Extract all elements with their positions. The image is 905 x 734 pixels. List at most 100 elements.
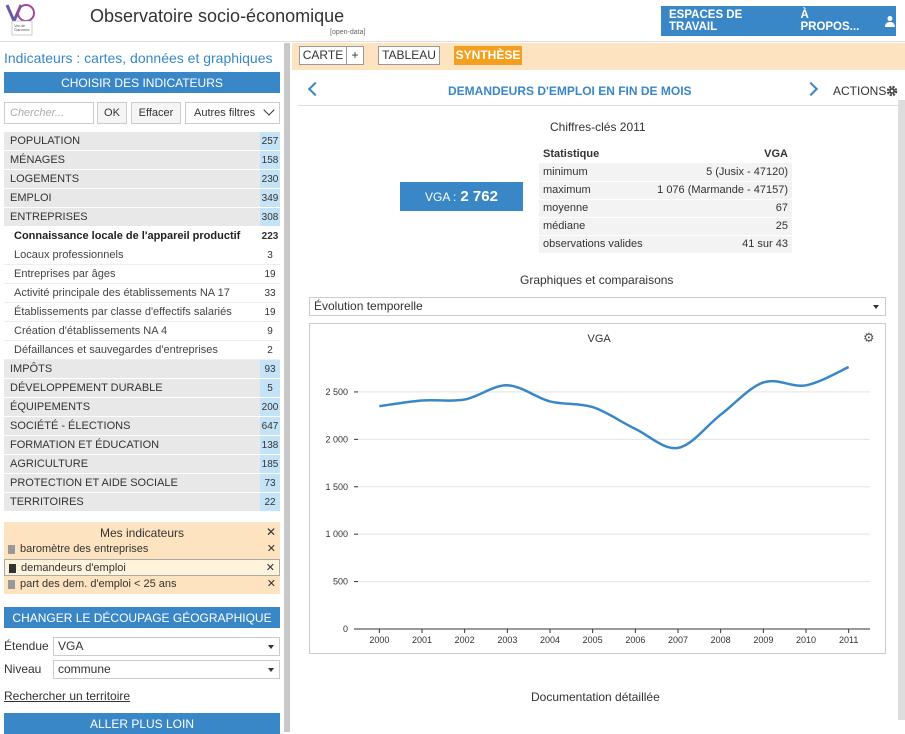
tab-table[interactable]: TABLEAU [378,46,440,65]
category-item[interactable]: Défaillances et sauvegardes d'entreprise… [4,341,280,360]
actions-label: ACTIONS [833,84,886,98]
change-geo-button[interactable]: CHANGER LE DÉCOUPAGE GÉOGRAPHIQUE [4,607,280,628]
category-item[interactable]: Établissements par classe d'effectifs sa… [4,303,280,322]
category-count: 349 [260,189,280,207]
category-count: 158 [260,151,280,169]
my-indicator-label: demandeurs d'emploi [21,562,126,574]
tab-synthesis[interactable]: SYNTHÈSE [454,46,522,65]
app-subtitle: [open-data] [330,29,365,36]
key-figures-title: Chiffres-clés 2011 [550,120,646,134]
view-tabs-bar: CARTE + TABLEAU SYNTHÈSE [292,43,905,70]
category-label: Locaux professionnels [14,249,123,261]
search-ok-button[interactable]: OK [97,102,127,124]
search-territory-link[interactable]: Rechercher un territoire [4,689,130,703]
x-tick-label: 2006 [625,635,645,645]
clear-button[interactable]: Effacer [131,102,181,124]
x-tick-label: 2009 [753,635,773,645]
remove-icon[interactable]: ✕ [267,541,276,558]
nav-about[interactable]: À PROPOS... [800,9,870,33]
category-label: TERRITOIRES [10,496,84,508]
my-indicator-item[interactable]: baromètre des entreprises ✕ [4,541,280,558]
category-label: FORMATION ET ÉDUCATION [10,439,159,451]
level-select[interactable]: commune [53,660,280,679]
documentation-title: Documentation détaillée [531,690,660,704]
x-tick-label: 2007 [668,635,688,645]
main-scrollbar[interactable] [898,100,905,720]
indicator-nav: DEMANDEURS D'EMPLOI EN FIN DE MOIS ACTIO… [298,76,905,106]
tab-map[interactable]: CARTE [299,46,347,65]
stat-value: 41 sur 43 [649,235,792,253]
remove-icon[interactable]: ✕ [267,576,276,593]
level-value: commune [58,662,111,676]
category-label: Connaissance locale de l'appareil produc… [14,230,240,242]
sidebar-scrollbar[interactable] [284,43,290,732]
category-label: Défaillances et sauvegardes d'entreprise… [14,344,218,356]
other-filters-dropdown[interactable]: Autres filtres [185,102,280,124]
x-tick-label: 2002 [455,635,475,645]
remove-icon[interactable]: ✕ [266,560,275,577]
dropdown-arrow-icon [268,668,274,672]
category-label: ENTREPRISES [10,211,88,223]
category-count: 138 [260,436,280,454]
graph-type-select[interactable]: Évolution temporelle [309,297,886,316]
category-label: IMPÔTS [10,363,52,375]
chevron-left-icon[interactable] [308,82,322,96]
stat-name: maximum [539,181,649,199]
app-title: Observatoire socio-économique [90,6,344,27]
actions-button[interactable]: ACTIONS [833,84,886,98]
x-tick-label: 2003 [497,635,517,645]
vga-label: VGA : [425,190,456,204]
indicator-title: DEMANDEURS D'EMPLOI EN FIN DE MOIS [448,84,692,98]
my-indicator-item[interactable]: demandeurs d'emploi ✕ [4,559,280,576]
category-count: 185 [260,455,280,473]
category-item[interactable]: Activité principale des établissements N… [4,284,280,303]
category-label: ÉQUIPEMENTS [10,401,90,413]
close-icon[interactable]: ✕ [266,525,276,539]
logo-icon[interactable]: Val de Garonne [4,1,38,39]
stat-value: 25 [649,217,792,235]
my-indicators-title: Mes indicateurs [4,526,280,540]
chevron-right-icon[interactable] [804,82,818,96]
graphs-title: Graphiques et comparaisons [520,273,673,287]
category-count: 9 [260,322,280,340]
gear-icon[interactable] [885,84,899,98]
category-item[interactable]: IMPÔTS 93 [4,360,280,379]
category-label: Activité principale des établissements N… [14,287,230,299]
category-label: DÉVELOPPEMENT DURABLE [10,382,163,394]
my-indicator-item[interactable]: part des dem. d'emploi < 25 ans ✕ [4,576,280,593]
choose-indicators-button[interactable]: CHOISIR DES INDICATEURS [4,72,280,93]
document-icon [8,545,15,554]
search-input[interactable]: Chercher... [4,102,94,124]
category-count: 93 [260,360,280,378]
stat-name: moyenne [539,199,649,217]
go-further-button[interactable]: ALLER PLUS LOIN [4,713,280,734]
nav-workspaces[interactable]: ESPACES DE TRAVAIL [669,9,792,33]
add-map-button[interactable]: + [346,46,364,65]
extent-select[interactable]: VGA [53,637,280,656]
category-count: 19 [260,265,280,283]
stats-header: VGA [649,144,792,163]
category-item[interactable]: Connaissance locale de l'appareil produc… [4,227,280,246]
category-item[interactable]: FORMATION ET ÉDUCATION 138 [4,436,280,455]
user-icon[interactable] [884,15,896,27]
stat-value: 5 (Jusix - 47120) [649,163,792,181]
document-icon [9,564,16,573]
x-tick-label: 2005 [583,635,603,645]
